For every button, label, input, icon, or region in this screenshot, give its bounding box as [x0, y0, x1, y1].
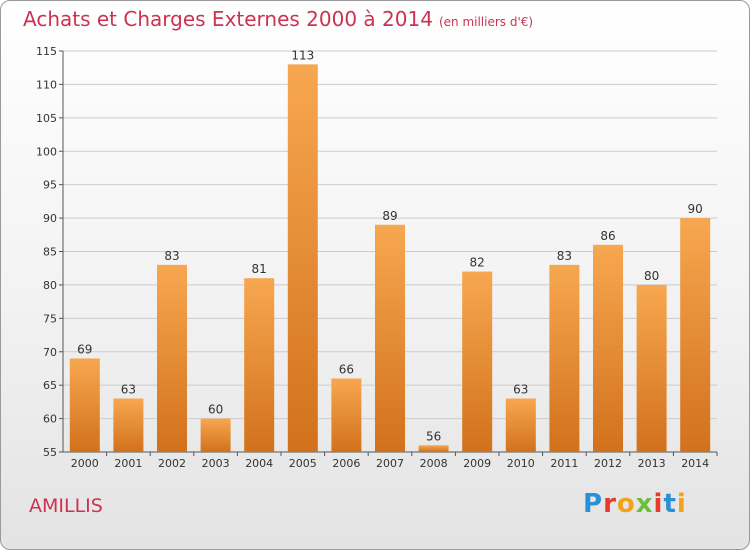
bar: [375, 224, 405, 452]
bar: [287, 64, 318, 452]
bar: [69, 358, 100, 452]
chart-title-text: Achats et Charges Externes 2000 à 2014: [23, 7, 433, 31]
bar-value-label: 81: [252, 262, 267, 276]
bar: [636, 284, 667, 452]
bar: [418, 445, 449, 452]
x-tick-label: 2000: [71, 457, 99, 470]
bar: [113, 398, 144, 452]
logo-letter: i: [653, 489, 664, 519]
bar-value-label: 63: [513, 383, 528, 397]
bar-value-label: 80: [644, 269, 659, 283]
bar-value-label: 82: [470, 256, 485, 270]
y-tick-label: 110: [36, 78, 57, 91]
x-tick-label: 2014: [681, 457, 709, 470]
y-tick-label: 80: [43, 279, 57, 292]
y-tick-label: 105: [36, 112, 57, 125]
x-tick-label: 2013: [638, 457, 666, 470]
x-tick-label: 2012: [594, 457, 622, 470]
bar: [462, 271, 493, 452]
bar: [549, 264, 580, 452]
bar: [200, 418, 231, 452]
logo-letter: P: [583, 489, 604, 519]
bar: [680, 218, 711, 452]
x-tick-label: 2010: [507, 457, 535, 470]
proxiti-logo: Proxiti: [583, 489, 687, 519]
y-tick-label: 75: [43, 312, 57, 325]
bar: [157, 264, 187, 452]
bar-value-label: 69: [77, 342, 92, 356]
x-tick-label: 2011: [550, 457, 578, 470]
x-tick-label: 2008: [420, 457, 448, 470]
x-tick-label: 2005: [289, 457, 317, 470]
logo-letter: x: [635, 489, 654, 519]
bar-value-label: 83: [557, 249, 572, 263]
y-tick-label: 70: [43, 346, 57, 359]
x-tick-label: 2001: [114, 457, 142, 470]
logo-letter: t: [663, 489, 677, 519]
bar: [505, 398, 536, 452]
chart-unit: (en milliers d'€): [438, 15, 534, 29]
bar-value-label: 56: [426, 429, 441, 443]
bar: [331, 378, 362, 452]
bar-value-label: 83: [164, 249, 179, 263]
bar: [244, 278, 275, 452]
x-tick-label: 2009: [463, 457, 491, 470]
y-tick-label: 95: [43, 179, 57, 192]
bar-value-label: 66: [339, 362, 354, 376]
bar: [593, 244, 623, 452]
bar-value-label: 89: [382, 209, 397, 223]
y-tick-label: 60: [43, 413, 57, 426]
bar-value-label: 86: [600, 229, 615, 243]
commune-name: AMILLIS: [29, 495, 103, 517]
x-tick-label: 2004: [245, 457, 273, 470]
logo-letter: i: [676, 489, 687, 519]
x-tick-label: 2002: [158, 457, 186, 470]
x-tick-label: 2006: [332, 457, 360, 470]
bar-value-label: 63: [121, 383, 136, 397]
x-tick-label: 2007: [376, 457, 404, 470]
bar-value-label: 60: [208, 403, 223, 417]
x-tick-label: 2003: [202, 457, 230, 470]
y-tick-label: 65: [43, 379, 57, 392]
chart-title: Achats et Charges Externes 2000 à 2014 (e…: [23, 7, 533, 31]
y-tick-label: 90: [43, 212, 57, 225]
y-tick-label: 85: [43, 246, 57, 259]
logo-letter: o: [616, 489, 636, 519]
bar-value-label: 90: [688, 202, 703, 216]
y-tick-label: 100: [36, 145, 57, 158]
y-tick-label: 55: [43, 446, 57, 459]
y-tick-label: 115: [36, 45, 57, 58]
bar-value-label: 113: [291, 48, 314, 62]
logo-letter: r: [603, 489, 617, 519]
